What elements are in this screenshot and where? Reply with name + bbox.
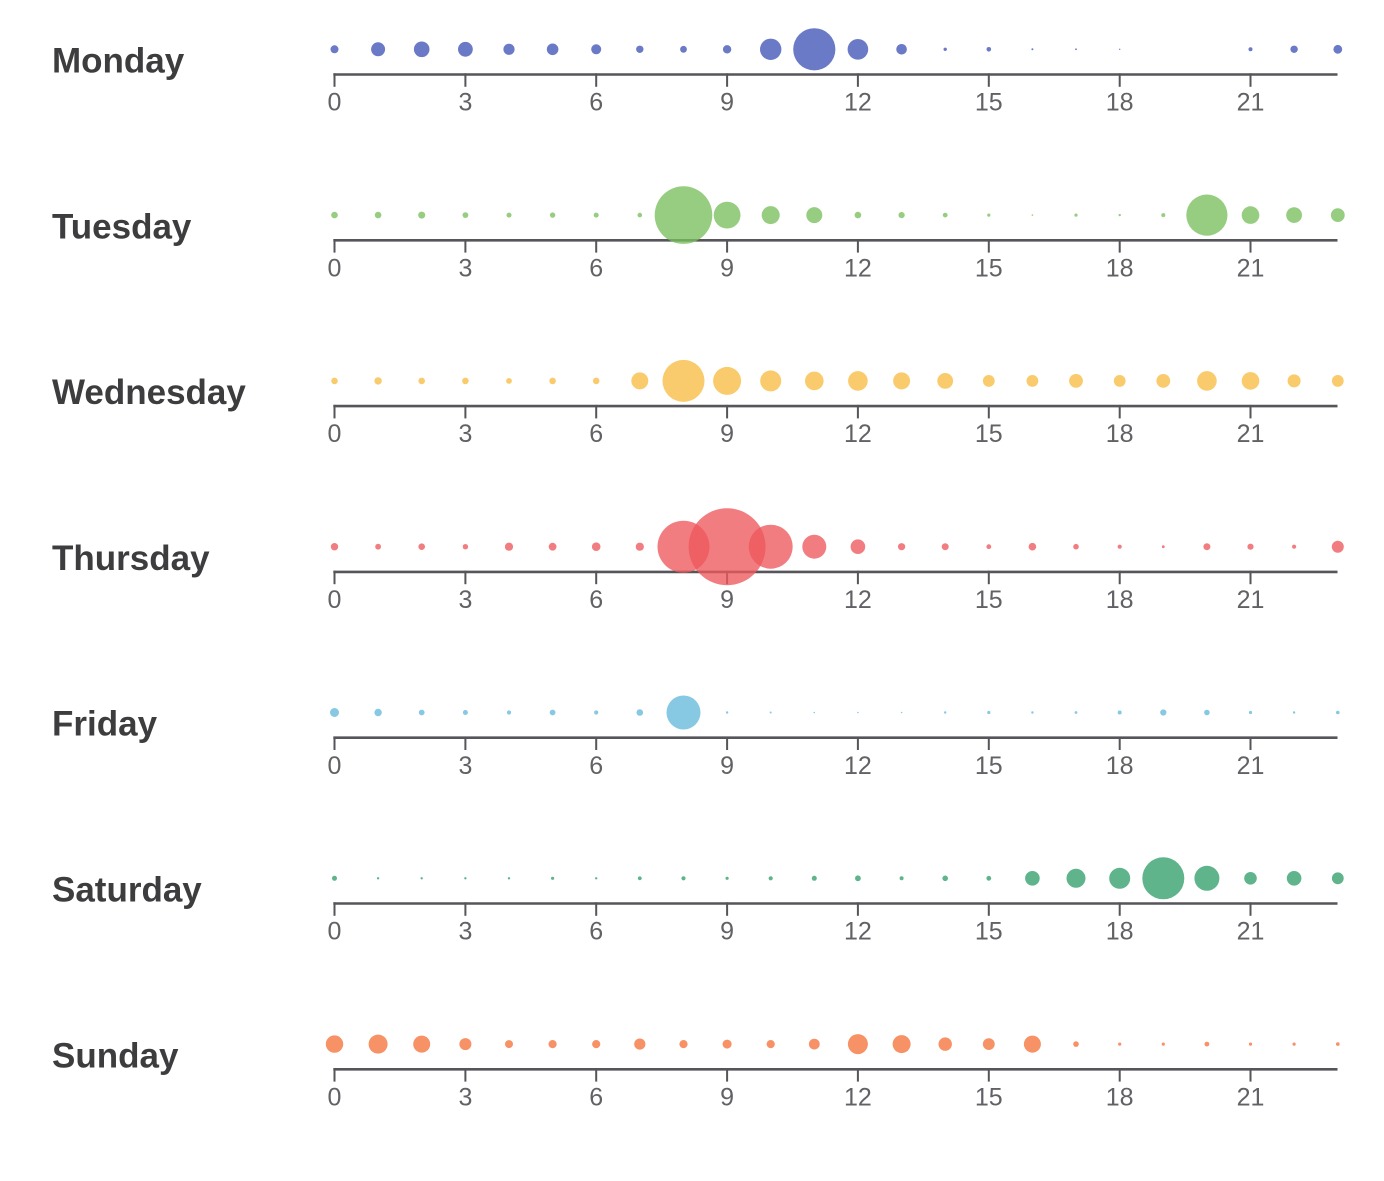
svg-text:15: 15 <box>975 918 1003 946</box>
svg-text:9: 9 <box>720 752 734 780</box>
svg-text:12: 12 <box>844 420 872 448</box>
svg-text:6: 6 <box>589 89 603 117</box>
svg-text:15: 15 <box>975 254 1003 282</box>
svg-text:21: 21 <box>1237 1083 1265 1111</box>
svg-text:12: 12 <box>844 1083 872 1111</box>
svg-text:3: 3 <box>458 586 472 614</box>
svg-text:12: 12 <box>844 586 872 614</box>
svg-text:Sunday: Sunday <box>52 1036 179 1075</box>
svg-text:0: 0 <box>328 1083 342 1111</box>
svg-text:3: 3 <box>458 420 472 448</box>
svg-text:18: 18 <box>1106 752 1134 780</box>
svg-text:21: 21 <box>1237 89 1265 117</box>
svg-text:6: 6 <box>589 254 603 282</box>
svg-text:3: 3 <box>458 752 472 780</box>
svg-text:15: 15 <box>975 1083 1003 1111</box>
svg-text:Friday: Friday <box>52 705 158 744</box>
svg-text:0: 0 <box>328 586 342 614</box>
svg-text:0: 0 <box>328 752 342 780</box>
svg-text:9: 9 <box>720 1083 734 1111</box>
svg-text:9: 9 <box>720 918 734 946</box>
svg-text:9: 9 <box>720 420 734 448</box>
svg-text:18: 18 <box>1106 89 1134 117</box>
svg-text:Wednesday: Wednesday <box>52 373 246 412</box>
svg-text:21: 21 <box>1237 752 1265 780</box>
svg-text:15: 15 <box>975 586 1003 614</box>
svg-text:6: 6 <box>589 918 603 946</box>
svg-text:Saturday: Saturday <box>52 871 202 910</box>
svg-text:3: 3 <box>458 89 472 117</box>
svg-text:3: 3 <box>458 254 472 282</box>
svg-text:18: 18 <box>1106 1083 1134 1111</box>
svg-text:9: 9 <box>720 254 734 282</box>
svg-text:15: 15 <box>975 89 1003 117</box>
svg-text:12: 12 <box>844 254 872 282</box>
svg-text:21: 21 <box>1237 586 1265 614</box>
svg-text:Tuesday: Tuesday <box>52 207 192 246</box>
svg-text:3: 3 <box>458 918 472 946</box>
svg-text:9: 9 <box>720 89 734 117</box>
svg-text:0: 0 <box>328 254 342 282</box>
svg-text:6: 6 <box>589 420 603 448</box>
svg-text:15: 15 <box>975 752 1003 780</box>
svg-text:21: 21 <box>1237 918 1265 946</box>
svg-text:0: 0 <box>328 420 342 448</box>
svg-text:18: 18 <box>1106 918 1134 946</box>
svg-text:3: 3 <box>458 1083 472 1111</box>
svg-text:6: 6 <box>589 752 603 780</box>
svg-text:18: 18 <box>1106 420 1134 448</box>
svg-text:18: 18 <box>1106 254 1134 282</box>
svg-text:18: 18 <box>1106 586 1134 614</box>
svg-text:12: 12 <box>844 918 872 946</box>
svg-text:Thursday: Thursday <box>52 539 210 578</box>
svg-text:9: 9 <box>720 586 734 614</box>
svg-text:12: 12 <box>844 752 872 780</box>
svg-text:Monday: Monday <box>52 42 185 81</box>
svg-text:6: 6 <box>589 1083 603 1111</box>
svg-text:21: 21 <box>1237 420 1265 448</box>
svg-text:21: 21 <box>1237 254 1265 282</box>
svg-text:0: 0 <box>328 89 342 117</box>
svg-text:15: 15 <box>975 420 1003 448</box>
svg-text:12: 12 <box>844 89 872 117</box>
svg-text:0: 0 <box>328 918 342 946</box>
svg-text:6: 6 <box>589 586 603 614</box>
